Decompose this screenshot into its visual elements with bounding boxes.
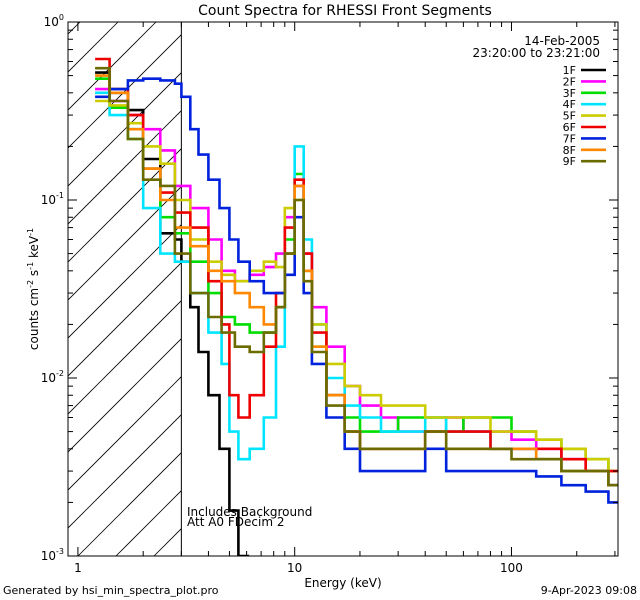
series-2f	[95, 87, 618, 487]
x-tick-label: 100	[500, 561, 523, 575]
legend-label-9f: 9F	[563, 155, 576, 168]
hatch-line	[68, 338, 182, 453]
chart-title: Count Spectra for RHESSI Front Segments	[198, 3, 492, 19]
y-tick-label: 10-1	[41, 191, 64, 207]
y-tick-base: 10	[44, 15, 59, 29]
y-tick-label: 100	[44, 13, 64, 29]
legend-label-5f: 5F	[563, 110, 576, 123]
hatch-line	[68, 186, 182, 301]
legend-label-1f: 1F	[563, 64, 576, 77]
footer-generated-by: Generated by hsi_min_spectra_plot.pro	[3, 584, 219, 597]
y-label-main: counts cm	[27, 288, 41, 350]
series-6f	[95, 57, 618, 473]
x-tick-label: 1	[74, 561, 82, 575]
series-1f	[95, 71, 250, 556]
hatch-line	[68, 224, 182, 339]
x-tick-labels: 1 10 100	[74, 561, 523, 575]
legend-label-4f: 4F	[563, 98, 576, 111]
legend-label-8f: 8F	[563, 144, 576, 157]
series-3f	[95, 77, 618, 473]
hatch-line	[68, 148, 182, 263]
hatch-line	[68, 414, 182, 529]
y-tick-exponent: -1	[56, 191, 64, 200]
y-tick-exponent: 0	[59, 13, 64, 22]
hatch-line	[68, 262, 182, 377]
y-label-mid-1: s	[27, 270, 41, 280]
y-tick-exponent: -3	[56, 547, 64, 556]
x-tick-label: 10	[287, 561, 302, 575]
y-axis-ticks	[68, 21, 618, 557]
hatch-line	[68, 34, 182, 149]
x-axis-label: Energy (keV)	[304, 576, 381, 590]
legend-label-6f: 6F	[563, 121, 576, 134]
y-tick-exponent: -2	[56, 369, 64, 378]
hatch-line	[68, 376, 182, 491]
annotation-attenuator: Att A0 FDecim 2	[187, 515, 284, 529]
y-tick-base: 10	[41, 193, 56, 207]
legend-label-3f: 3F	[563, 87, 576, 100]
footer-timestamp: 9-Apr-2023 09:08	[541, 584, 637, 597]
hatch-line	[68, 22, 157, 111]
y-tick-label: 10-2	[41, 369, 64, 385]
date-label: 14-Feb-2005	[524, 34, 600, 48]
series-9f	[95, 66, 618, 487]
y-label-mid-2: keV	[27, 235, 41, 262]
y-tick-base: 10	[41, 549, 56, 563]
y-label-sup-1: -2	[26, 280, 35, 288]
time-range-label: 23:20:00 to 23:21:00	[473, 46, 600, 60]
legend-label-7f: 7F	[563, 132, 576, 145]
plot-area	[68, 22, 618, 556]
plot-frame	[67, 21, 619, 557]
y-label-sup-2: -1	[26, 262, 35, 270]
annotation-background: Includes Background	[187, 505, 312, 519]
y-label-sup-3: -1	[26, 228, 35, 236]
series-group	[95, 57, 618, 556]
hatch-line	[77, 452, 182, 556]
y-tick-base: 10	[41, 371, 56, 385]
legend-label-2f: 2F	[563, 75, 576, 88]
series-8f	[95, 74, 618, 487]
y-axis-label: counts cm-2 s-1 keV-1	[26, 228, 41, 350]
y-tick-label: 10-3	[41, 547, 64, 563]
x-axis-ticks	[77, 22, 616, 556]
